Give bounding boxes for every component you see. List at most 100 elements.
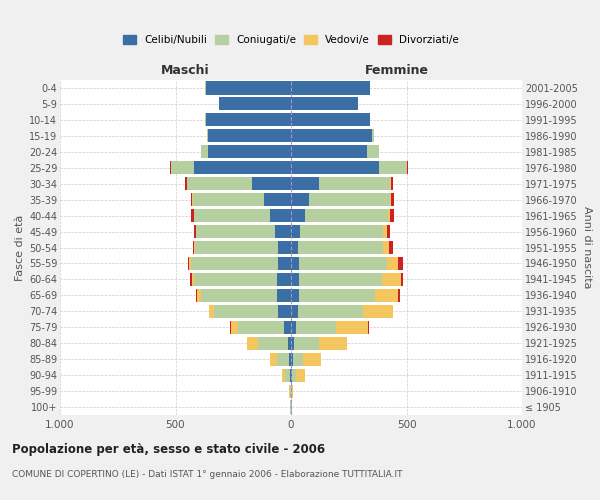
Bar [278, 241, 291, 254]
Bar [398, 257, 403, 270]
Bar [299, 289, 376, 302]
Bar [296, 320, 336, 334]
Bar [257, 336, 287, 350]
Legend: Celibi/Nubili, Coniugati/e, Vedovi/e, Divorziati/e: Celibi/Nubili, Coniugati/e, Vedovi/e, Di… [123, 35, 459, 45]
Bar [214, 305, 278, 318]
Bar [336, 320, 368, 334]
Bar [379, 161, 407, 174]
Bar [187, 177, 252, 190]
Bar [302, 352, 321, 366]
Bar [383, 225, 387, 238]
Bar [190, 273, 191, 286]
Bar [291, 241, 298, 254]
Bar [372, 130, 374, 142]
Bar [206, 82, 291, 94]
Bar [376, 289, 398, 302]
Bar [291, 209, 305, 222]
Bar [194, 161, 291, 174]
Bar [275, 225, 291, 238]
Bar [197, 289, 201, 302]
Bar [191, 193, 193, 206]
Text: Femmine: Femmine [365, 64, 429, 76]
Bar [291, 193, 310, 206]
Bar [193, 241, 194, 254]
Bar [291, 145, 367, 158]
Bar [195, 241, 278, 254]
Bar [247, 336, 257, 350]
Bar [277, 273, 291, 286]
Bar [208, 130, 291, 142]
Bar [201, 289, 277, 302]
Bar [298, 305, 362, 318]
Bar [277, 352, 289, 366]
Bar [194, 225, 196, 238]
Bar [265, 193, 291, 206]
Bar [291, 257, 299, 270]
Text: COMUNE DI COPERTINO (LE) - Dati ISTAT 1° gennaio 2006 - Elaborazione TUTTITALIA.: COMUNE DI COPERTINO (LE) - Dati ISTAT 1°… [12, 470, 403, 479]
Text: Popolazione per età, sesso e stato civile - 2006: Popolazione per età, sesso e stato civil… [12, 442, 325, 456]
Bar [196, 225, 275, 238]
Bar [291, 177, 319, 190]
Bar [292, 368, 296, 382]
Bar [194, 241, 195, 254]
Bar [206, 130, 208, 142]
Bar [284, 320, 291, 334]
Bar [193, 193, 265, 206]
Bar [191, 273, 194, 286]
Bar [291, 114, 370, 126]
Bar [206, 114, 291, 126]
Bar [299, 273, 382, 286]
Bar [392, 305, 394, 318]
Bar [291, 289, 299, 302]
Bar [291, 320, 296, 334]
Bar [388, 209, 390, 222]
Bar [367, 145, 379, 158]
Bar [270, 352, 277, 366]
Bar [390, 209, 394, 222]
Bar [252, 177, 291, 190]
Bar [191, 209, 194, 222]
Bar [296, 368, 305, 382]
Bar [185, 177, 187, 190]
Bar [291, 161, 379, 174]
Bar [196, 289, 197, 302]
Bar [398, 289, 400, 302]
Bar [285, 368, 290, 382]
Bar [387, 257, 398, 270]
Bar [298, 241, 383, 254]
Bar [291, 98, 358, 110]
Bar [220, 98, 291, 110]
Bar [231, 320, 238, 334]
Y-axis label: Anni di nascita: Anni di nascita [582, 206, 592, 289]
Bar [291, 352, 293, 366]
Bar [294, 336, 319, 350]
Bar [270, 209, 291, 222]
Bar [389, 241, 392, 254]
Bar [188, 257, 190, 270]
Bar [292, 384, 293, 398]
Bar [299, 257, 387, 270]
Bar [383, 241, 389, 254]
Bar [291, 130, 372, 142]
Bar [401, 273, 403, 286]
Bar [209, 305, 214, 318]
Bar [319, 336, 347, 350]
Bar [191, 257, 278, 270]
Bar [278, 305, 291, 318]
Bar [287, 336, 291, 350]
Bar [310, 193, 391, 206]
Bar [194, 273, 277, 286]
Bar [391, 193, 394, 206]
Y-axis label: Fasce di età: Fasce di età [14, 214, 25, 280]
Bar [282, 368, 285, 382]
Bar [201, 145, 208, 158]
Bar [238, 320, 284, 334]
Bar [277, 289, 291, 302]
Bar [382, 273, 401, 286]
Bar [289, 352, 291, 366]
Bar [362, 305, 392, 318]
Bar [190, 257, 191, 270]
Bar [291, 273, 299, 286]
Text: Maschi: Maschi [160, 64, 209, 76]
Bar [171, 161, 194, 174]
